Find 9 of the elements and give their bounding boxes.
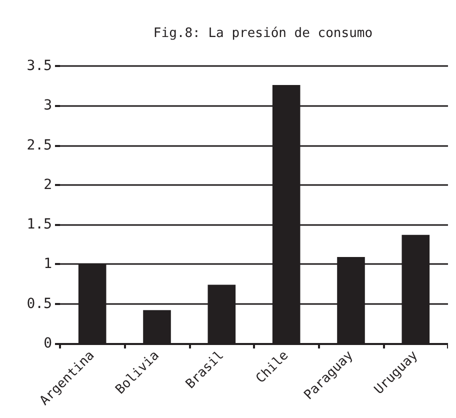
y-tick-label: 1 — [44, 256, 52, 272]
y-tick-label: 3 — [44, 98, 52, 114]
y-tick-label: 2 — [44, 176, 52, 193]
y-tick-label: 1.5 — [26, 216, 52, 233]
y-tick-label: 0.5 — [26, 296, 52, 312]
y-tick-label: 3.5 — [26, 58, 52, 74]
y-tick-label: 0 — [44, 335, 52, 352]
y-tick-label: 2.5 — [26, 137, 52, 154]
chart-title: Fig.8: La presión de consumo — [153, 26, 373, 41]
